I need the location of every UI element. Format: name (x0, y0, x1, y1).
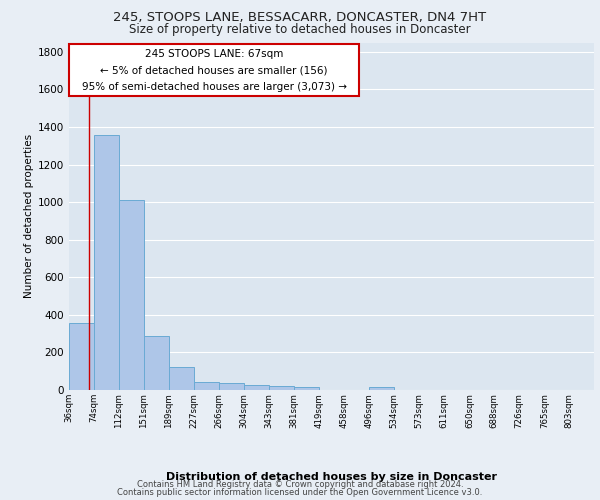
Bar (69, 324, 94, 390)
Bar (219, 383, 244, 390)
Bar (194, 382, 219, 390)
Bar (369, 386, 394, 390)
Text: 245 STOOPS LANE: 67sqm: 245 STOOPS LANE: 67sqm (145, 48, 283, 58)
Bar (94, 134, 119, 390)
X-axis label: Distribution of detached houses by size in Doncaster: Distribution of detached houses by size … (166, 472, 497, 482)
Bar (244, 386, 269, 390)
Y-axis label: Number of detached properties: Number of detached properties (24, 134, 34, 298)
Text: Contains public sector information licensed under the Open Government Licence v3: Contains public sector information licen… (118, 488, 482, 497)
Text: Size of property relative to detached houses in Doncaster: Size of property relative to detached ho… (129, 22, 471, 36)
Text: 95% of semi-detached houses are larger (3,073) →: 95% of semi-detached houses are larger (… (82, 82, 347, 92)
Bar (119, 200, 144, 390)
Bar (294, 387, 319, 390)
Text: Contains HM Land Registry data © Crown copyright and database right 2024.: Contains HM Land Registry data © Crown c… (137, 480, 463, 489)
Bar (269, 386, 294, 390)
Text: ← 5% of detached houses are smaller (156): ← 5% of detached houses are smaller (156… (100, 66, 328, 76)
FancyBboxPatch shape (69, 44, 359, 96)
Text: 245, STOOPS LANE, BESSACARR, DONCASTER, DN4 7HT: 245, STOOPS LANE, BESSACARR, DONCASTER, … (113, 11, 487, 24)
Bar (169, 366, 194, 390)
Bar (144, 336, 169, 390)
